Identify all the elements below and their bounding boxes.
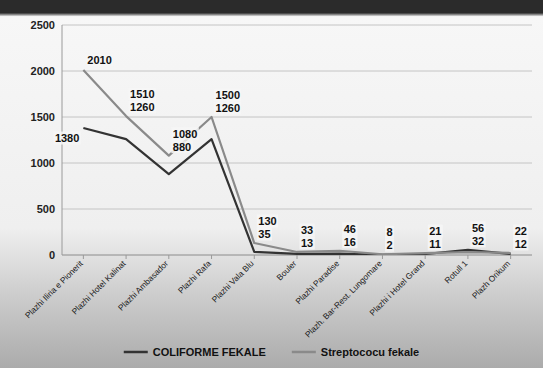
label-patch xyxy=(171,140,192,153)
data-label: 56 xyxy=(472,222,484,234)
series-line xyxy=(83,128,510,255)
label-patch xyxy=(513,224,528,237)
legend-swatch xyxy=(124,351,148,354)
y-tick-label: 0 xyxy=(49,249,55,261)
data-label: 46 xyxy=(344,223,356,235)
x-tick-labels: Plazhi Iliria e PioneritPlazhi Hotel Kal… xyxy=(23,255,512,339)
lines xyxy=(83,70,510,255)
data-label: 1380 xyxy=(55,132,79,144)
y-tick-label: 2500 xyxy=(31,19,55,31)
label-patch xyxy=(86,54,113,67)
label-patch xyxy=(513,237,528,250)
x-tick-label: Plazhi i Hotel Grand xyxy=(367,258,427,318)
x-tick xyxy=(168,255,169,259)
x-tick xyxy=(83,255,84,259)
legend-label: COLIFORME FEKALE xyxy=(153,346,266,358)
label-patch xyxy=(385,226,394,239)
data-label: 21 xyxy=(429,225,441,237)
y-tick-label: 1000 xyxy=(31,157,55,169)
data-label: 1260 xyxy=(130,101,154,113)
legend-swatch xyxy=(292,351,316,354)
data-label: 13 xyxy=(301,237,313,249)
label-patch xyxy=(300,223,315,236)
x-tick xyxy=(382,255,383,259)
data-label: 11 xyxy=(429,238,441,250)
data-label: 1500 xyxy=(216,89,240,101)
data-label: 16 xyxy=(344,236,356,248)
data-label: 1260 xyxy=(216,102,240,114)
label-patch xyxy=(470,221,485,234)
x-tick-label: Plazhi Paradise xyxy=(293,258,341,306)
label-patch xyxy=(257,228,272,241)
data-label: 2010 xyxy=(87,54,111,66)
y-tick-label: 2000 xyxy=(31,65,55,77)
label-patch xyxy=(214,89,241,102)
x-tick xyxy=(510,255,511,259)
grid-line xyxy=(62,25,532,26)
x-tick-label: Bouler xyxy=(274,258,298,282)
x-tick xyxy=(254,255,255,259)
data-label: 33 xyxy=(301,224,313,236)
x-tick xyxy=(126,255,127,259)
x-tick-label: Plazh Orikum xyxy=(470,258,512,300)
grid-line xyxy=(62,71,532,72)
x-tick xyxy=(467,255,468,259)
x-tick xyxy=(425,255,426,259)
x-tick-label: Plazhi Vala Blu xyxy=(210,258,256,304)
label-patch xyxy=(53,132,80,145)
label-patch xyxy=(300,236,315,249)
data-label: 1510 xyxy=(130,88,154,100)
grid-line xyxy=(62,117,532,118)
grid xyxy=(62,25,532,255)
legend: COLIFORME FEKALE Streptococu fekale xyxy=(124,346,419,358)
x-tick xyxy=(339,255,340,259)
label-patch xyxy=(428,238,443,251)
data-label: 22 xyxy=(515,225,527,237)
label-patch xyxy=(214,102,241,115)
x-tick xyxy=(211,255,212,259)
data-labels: 2010138012601510880108012601500351301333… xyxy=(53,54,528,252)
data-label: 880 xyxy=(173,141,191,153)
data-label: 32 xyxy=(472,235,484,247)
label-patch xyxy=(171,127,198,140)
x-tick-label: Plazhi Ambasador xyxy=(116,258,171,313)
label-patch xyxy=(342,222,357,235)
label-patch xyxy=(428,225,443,238)
data-label: 2 xyxy=(386,239,392,251)
label-patch xyxy=(257,215,278,228)
data-label: 12 xyxy=(515,238,527,250)
grid-line xyxy=(62,209,532,210)
data-label: 35 xyxy=(258,228,270,240)
y-tick-label: 500 xyxy=(37,203,55,215)
x-tick-label: Plazhi Rafa xyxy=(176,258,213,295)
chart: 0500100015002000250020101380126015108801… xyxy=(0,0,543,368)
label-patch xyxy=(342,235,357,248)
x-tick xyxy=(297,255,298,259)
label-patch xyxy=(470,234,485,247)
x-tick-label: Rotull 1 xyxy=(442,258,469,285)
x-tick-label: Plazh. Bar-Rest. Lungomare xyxy=(303,258,384,339)
series-line xyxy=(83,70,510,254)
data-label: 1080 xyxy=(173,128,197,140)
data-label: 130 xyxy=(258,215,276,227)
label-patch xyxy=(129,88,156,101)
data-label: 8 xyxy=(386,226,392,238)
background xyxy=(0,0,543,368)
legend-label: Streptococu fekale xyxy=(321,346,419,358)
grid-line xyxy=(62,163,532,164)
y-tick-label: 1500 xyxy=(31,111,55,123)
label-patch xyxy=(129,101,156,114)
label-patch xyxy=(385,239,394,252)
